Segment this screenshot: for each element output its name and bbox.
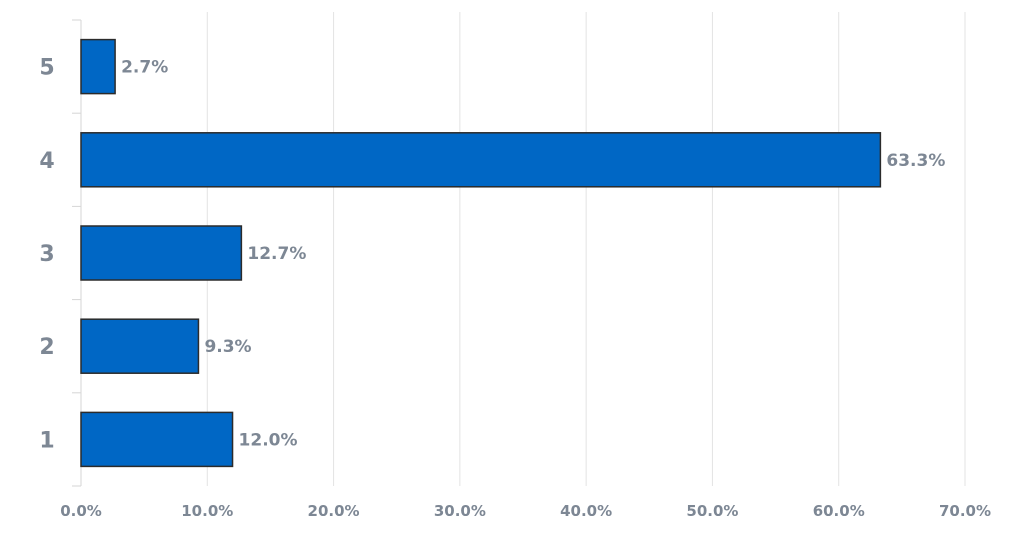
- category-label: 1: [39, 428, 54, 453]
- data-label: 2.7%: [121, 58, 168, 78]
- category-label: 4: [39, 149, 54, 174]
- category-label: 5: [39, 56, 54, 81]
- category-label: 3: [39, 242, 54, 267]
- bar-5: [80, 38, 116, 95]
- data-label: 63.3%: [886, 151, 945, 171]
- bar-2: [80, 318, 200, 374]
- bar-3: [80, 225, 243, 281]
- data-label: 9.3%: [204, 337, 251, 357]
- bar-4: [80, 132, 882, 188]
- bar-layer: [80, 38, 882, 468]
- x-tick-label: 40.0%: [560, 502, 612, 520]
- bar-1: [80, 411, 234, 468]
- data-label: 12.0%: [239, 430, 298, 450]
- category-label: 2: [39, 335, 54, 360]
- x-tick-label: 70.0%: [939, 502, 991, 520]
- x-tick-label: 20.0%: [308, 502, 360, 520]
- grid-layer: [206, 12, 966, 486]
- data-label: 12.7%: [247, 244, 306, 264]
- axis-layer: [72, 19, 82, 487]
- x-tick-label: 30.0%: [434, 502, 486, 520]
- x-tick-label: 10.0%: [181, 502, 233, 520]
- label-layer: 0.0% 10.0% 20.0% 30.0% 40.0% 50.0% 60.0% 70.0% 5…: [39, 56, 991, 520]
- x-tick-label: 60.0%: [813, 502, 865, 520]
- x-tick-label: 50.0%: [686, 502, 738, 520]
- x-tick-label: 0.0%: [60, 502, 102, 520]
